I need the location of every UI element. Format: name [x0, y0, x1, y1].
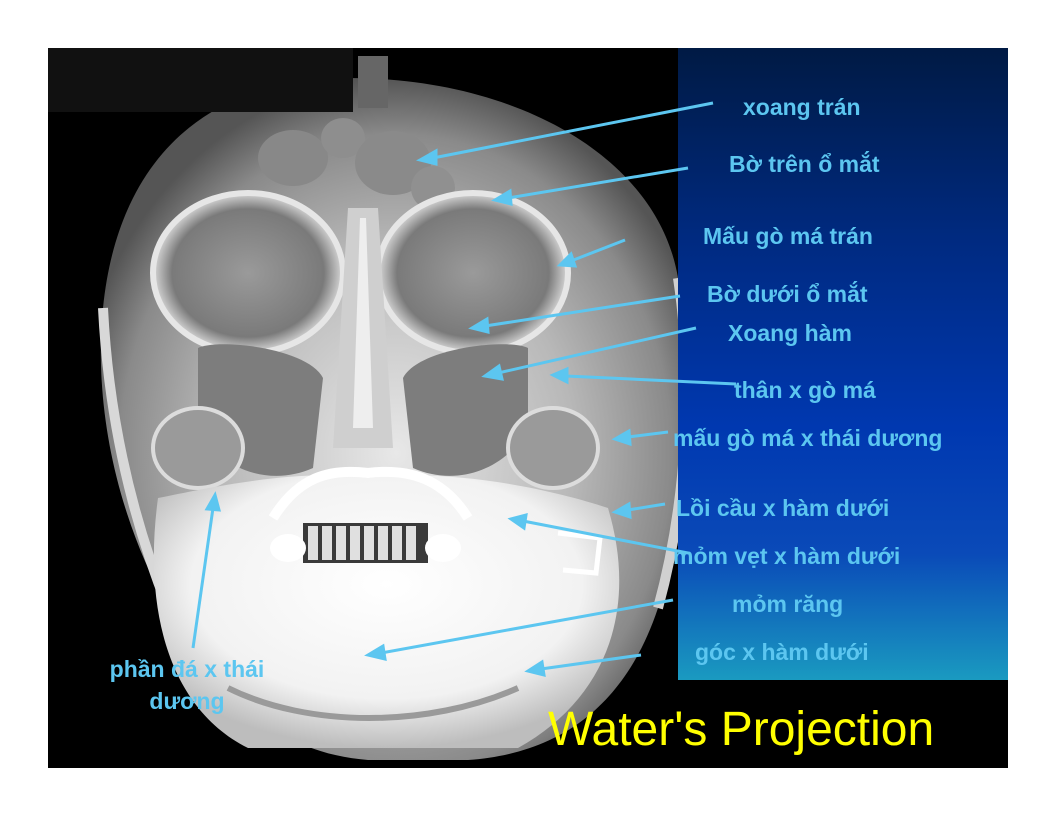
label-xoang-tran: xoang trán [743, 94, 861, 120]
label-panel [678, 48, 1008, 680]
pointer-mau-go-ma-tran [556, 238, 626, 268]
label-xoang-ham: Xoang hàm [728, 320, 852, 346]
label-mom-rang: mỏm răng [732, 591, 844, 617]
pointer-lines [191, 101, 737, 678]
label-than-x-go-ma: thân x gò má [734, 377, 876, 403]
pointer-bo-tren-o-mat [491, 166, 689, 206]
label-goc-x-ham-duoi: góc x hàm dưới [695, 639, 869, 665]
pointer-mom-vet-x-ham-duoi [507, 512, 689, 555]
pointer-bo-duoi-o-mat [468, 294, 681, 334]
radiograph-slide: xoang trán Bờ trên ổ mắt Mấu gò má trán … [48, 48, 1008, 768]
pointer-loi-cau-x-ham-duoi [611, 501, 666, 520]
pointer-goc-x-ham-duoi [524, 653, 642, 678]
pointer-mom-rang [364, 598, 674, 661]
label-mau-go-ma-x-thai-duong: mấu gò má x thái dương [673, 425, 943, 451]
skull-xray-image [48, 48, 692, 760]
pointer-phan-da-x-thai-duong [191, 491, 221, 649]
label-phan-da-line2: dương [149, 688, 225, 714]
label-bo-duoi-o-mat: Bờ dưới ổ mắt [707, 281, 868, 307]
pointer-mau-go-ma-x-thai-duong [611, 428, 669, 447]
label-loi-cau-x-ham-duoi: Lồi cầu x hàm dưới [676, 495, 890, 521]
label-phan-da-line1: phần đá x thái [109, 656, 265, 682]
pointer-than-x-go-ma [549, 366, 737, 386]
label-mom-vet-x-ham-duoi: mỏm vẹt x hàm dưới [673, 543, 901, 569]
label-bo-tren-o-mat: Bờ trên ổ mắt [729, 151, 880, 177]
pointer-xoang-ham [481, 326, 697, 381]
slide-title: Water's Projection [548, 703, 935, 756]
label-mau-go-ma-tran: Mấu gò má trán [703, 223, 873, 249]
pointer-xoang-tran [415, 101, 714, 166]
label-phan-da-x-thai-duong: phần đá x thái dương [96, 656, 278, 714]
